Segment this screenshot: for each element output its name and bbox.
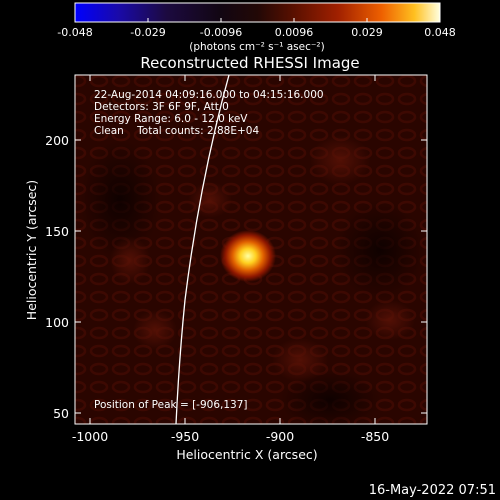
x-tick-label: -950 xyxy=(171,429,199,444)
colorbar-tick-label: 0.0096 xyxy=(275,26,314,39)
image-dark-patch xyxy=(80,140,160,260)
peak-position-label: Position of Peak = [-906,137] xyxy=(94,399,248,411)
image-faint-blob xyxy=(365,300,415,340)
y-axis-label: Heliocentric Y (arcsec) xyxy=(24,180,39,320)
image-faint-blob xyxy=(110,236,150,284)
x-tick-label: -850 xyxy=(361,429,389,444)
rhessi-image xyxy=(75,75,427,424)
image-faint-blob xyxy=(310,135,370,185)
image-title: Reconstructed RHESSI Image xyxy=(140,54,359,72)
colorbar-tick-label: 0.048 xyxy=(424,26,456,39)
image-faint-blob xyxy=(188,182,232,218)
annotation-block: 22-Aug-2014 04:09:16.000 to 04:15:16.000… xyxy=(94,89,324,137)
image-faint-blob xyxy=(133,310,177,350)
solar-limb-line xyxy=(175,75,230,424)
x-axis: -1000 -950 -900 -850 xyxy=(72,75,389,444)
colorbar-gradient xyxy=(74,2,441,23)
colorbar-ticks: -0.048 -0.029 -0.0096 0.0096 0.029 0.048 xyxy=(57,18,456,39)
colorbar-units: (photons cm⁻² s⁻¹ asec⁻²) xyxy=(189,41,324,53)
y-tick-label: 200 xyxy=(45,133,69,148)
y-tick-label: 150 xyxy=(45,224,69,239)
colorbar-tick-label: -0.029 xyxy=(130,26,165,39)
annotation-time-range: 22-Aug-2014 04:09:16.000 to 04:15:16.000 xyxy=(94,89,324,101)
colorbar: -0.048 -0.029 -0.0096 0.0096 0.029 0.048 (pho… xyxy=(57,2,456,53)
y-tick-label: 50 xyxy=(53,406,69,421)
colorbar-tick-label: -0.048 xyxy=(57,26,92,39)
annotation-counts: Clean Total counts: 2.88E+04 xyxy=(94,125,259,137)
image-dark-patch xyxy=(335,200,425,300)
colorbar-tick-label: 0.029 xyxy=(351,26,383,39)
plot-frame xyxy=(74,74,428,425)
image-faint-blob xyxy=(272,338,328,382)
footer-date: 16-May-2022 07:51 xyxy=(369,483,496,498)
x-axis-label: Heliocentric X (arcsec) xyxy=(176,447,317,462)
image-dark-patch xyxy=(280,370,380,424)
annotation-detectors: Detectors: 3F 6F 9F, Att 0 xyxy=(94,101,229,113)
y-tick-label: 100 xyxy=(45,315,69,330)
flare-source xyxy=(220,230,276,282)
x-tick-label: -1000 xyxy=(72,429,108,444)
colorbar-tick-label: -0.0096 xyxy=(200,26,242,39)
annotation-energy-range: Energy Range: 6.0 - 12.0 keV xyxy=(94,113,248,125)
x-tick-label: -900 xyxy=(266,429,294,444)
y-axis: 50 100 150 200 xyxy=(45,133,427,421)
